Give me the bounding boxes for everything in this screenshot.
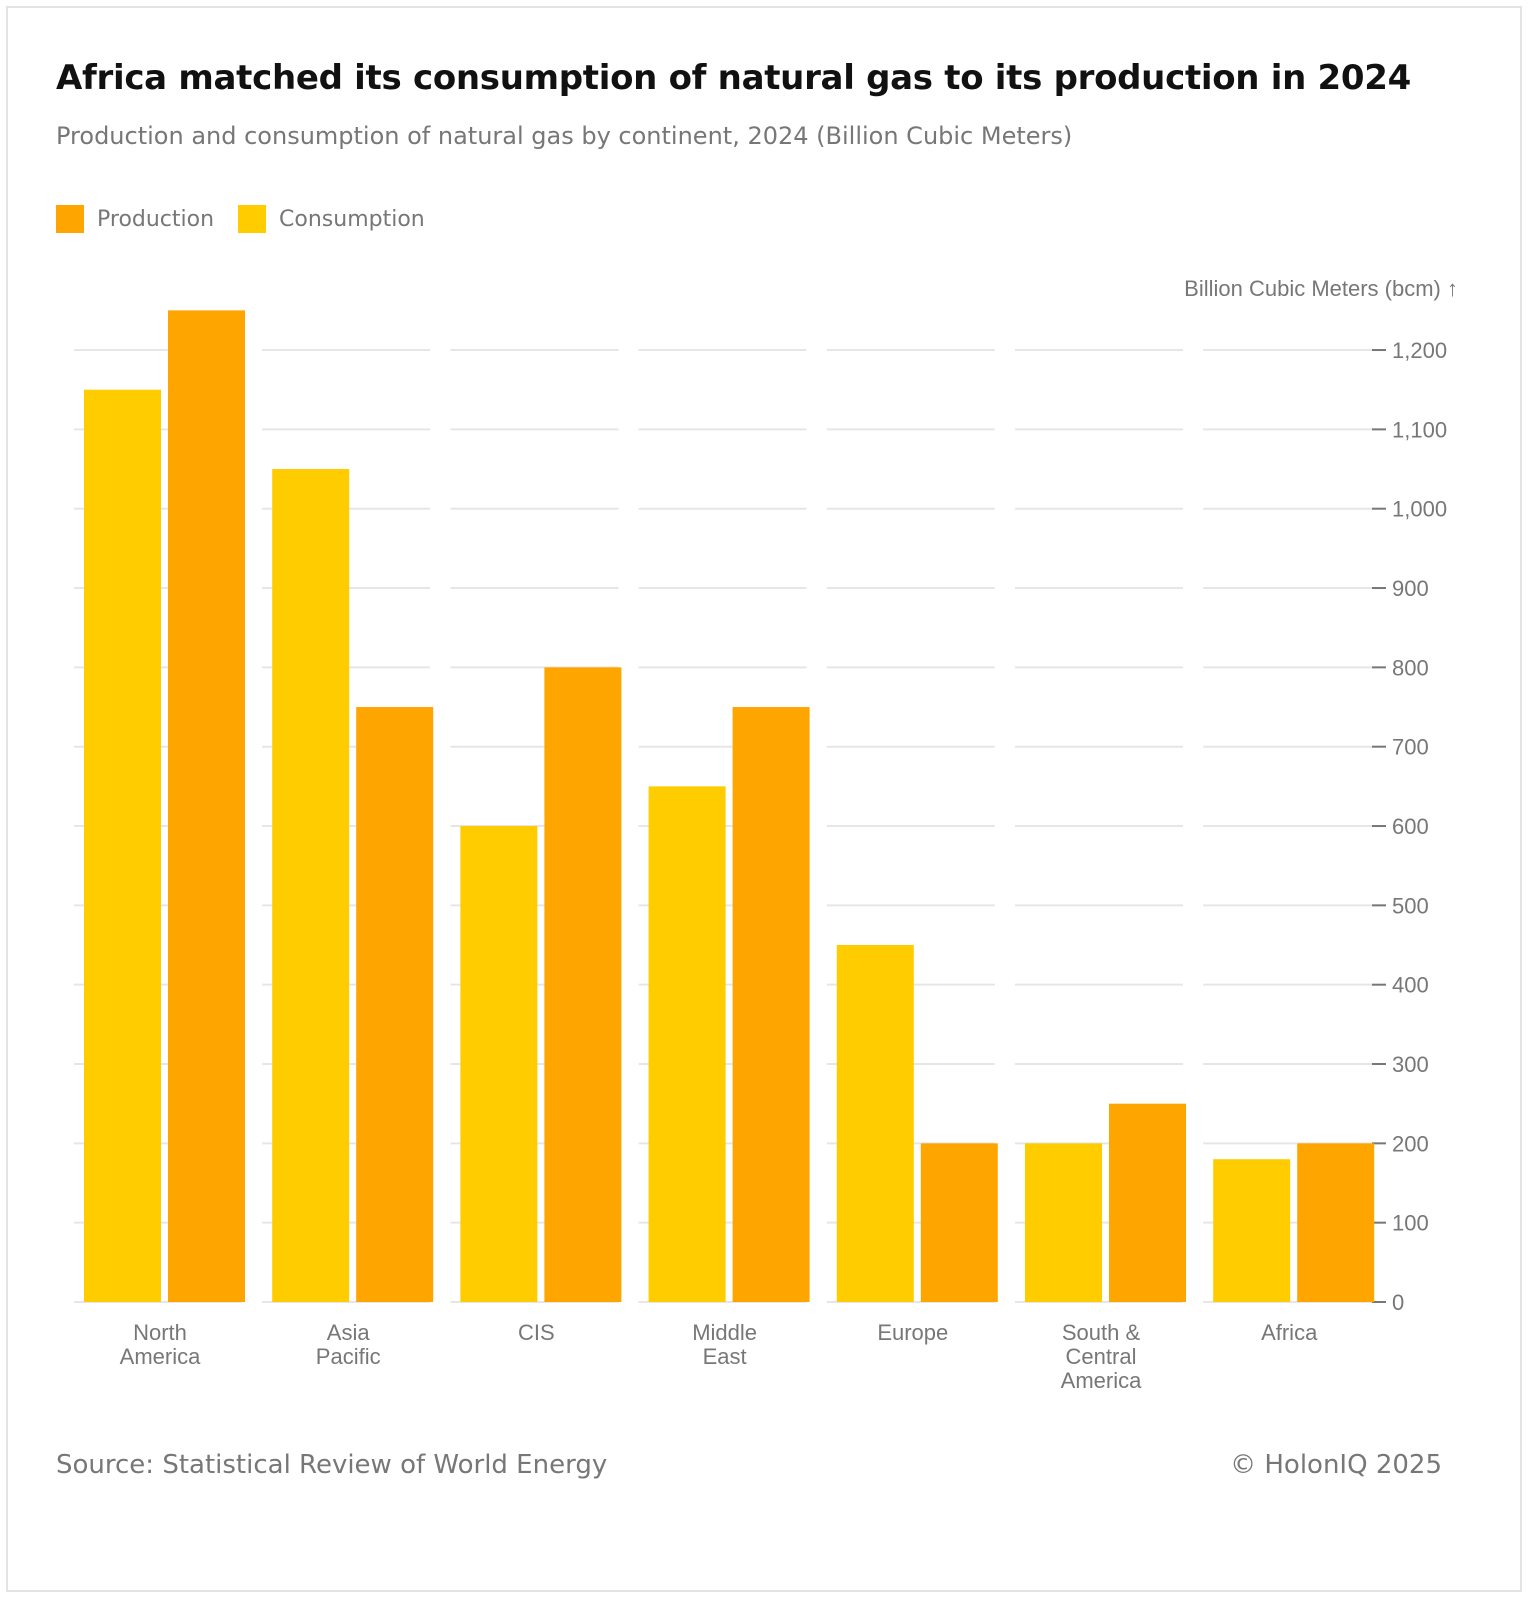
x-tick-label: Middle East: [692, 1320, 757, 1369]
y-tick-label: 900: [1392, 576, 1429, 601]
bar-production: [168, 310, 245, 1302]
chart-subtitle: Production and consumption of natural ga…: [56, 122, 1073, 150]
legend-item-production: Production: [56, 205, 214, 233]
bar-consumption: [1025, 1143, 1102, 1302]
y-tick-label: 0: [1392, 1290, 1404, 1315]
x-tick-label: CIS: [518, 1320, 555, 1345]
bar-consumption: [84, 389, 161, 1303]
bar-consumption: [836, 945, 914, 1302]
y-tick-label: 800: [1392, 655, 1429, 680]
chart-title: Africa matched its consumption of natura…: [56, 58, 1411, 98]
legend-label-production: Production: [97, 206, 215, 232]
legend-label-consumption: Consumption: [279, 206, 425, 232]
y-tick-label: 400: [1392, 973, 1429, 998]
y-tick-label: 100: [1392, 1211, 1429, 1236]
bar-production: [920, 1143, 998, 1302]
x-tick-label: South & Central America: [1061, 1320, 1142, 1393]
y-tick-label: 1,100: [1392, 417, 1447, 442]
x-tick-label: Asia Pacific: [316, 1320, 381, 1369]
y-axis-label: Billion Cubic Meters (bcm) ↑: [1184, 276, 1458, 301]
y-tick-label: 200: [1392, 1131, 1429, 1156]
y-tick-label: 1,200: [1392, 338, 1447, 363]
bar-production: [1297, 1143, 1375, 1302]
bar-production: [356, 707, 434, 1302]
legend-item-consumption: Consumption: [238, 205, 425, 233]
x-tick-label: Europe: [877, 1320, 948, 1345]
legend: Production Consumption: [56, 205, 449, 233]
y-tick-label: 700: [1392, 735, 1429, 760]
y-tick-label: 1,000: [1392, 497, 1447, 522]
bar-consumption: [1213, 1159, 1291, 1302]
x-tick-label: Africa: [1261, 1320, 1318, 1345]
legend-swatch-consumption: [238, 205, 267, 233]
y-tick-label: 300: [1392, 1052, 1429, 1077]
source-note: Source: Statistical Review of World Ener…: [56, 1450, 608, 1480]
bar-production: [1109, 1103, 1186, 1302]
bar-consumption: [272, 469, 350, 1302]
y-tick-label: 500: [1392, 893, 1429, 918]
bar-production: [544, 667, 622, 1302]
legend-swatch-production: [56, 205, 84, 233]
y-tick-label: 600: [1392, 814, 1429, 839]
copyright-note: © HolonIQ 2025: [1230, 1450, 1442, 1480]
x-tick-label: North America: [120, 1320, 201, 1369]
bar-consumption: [648, 786, 726, 1302]
bar-consumption: [460, 826, 538, 1302]
bar-production: [732, 707, 810, 1302]
